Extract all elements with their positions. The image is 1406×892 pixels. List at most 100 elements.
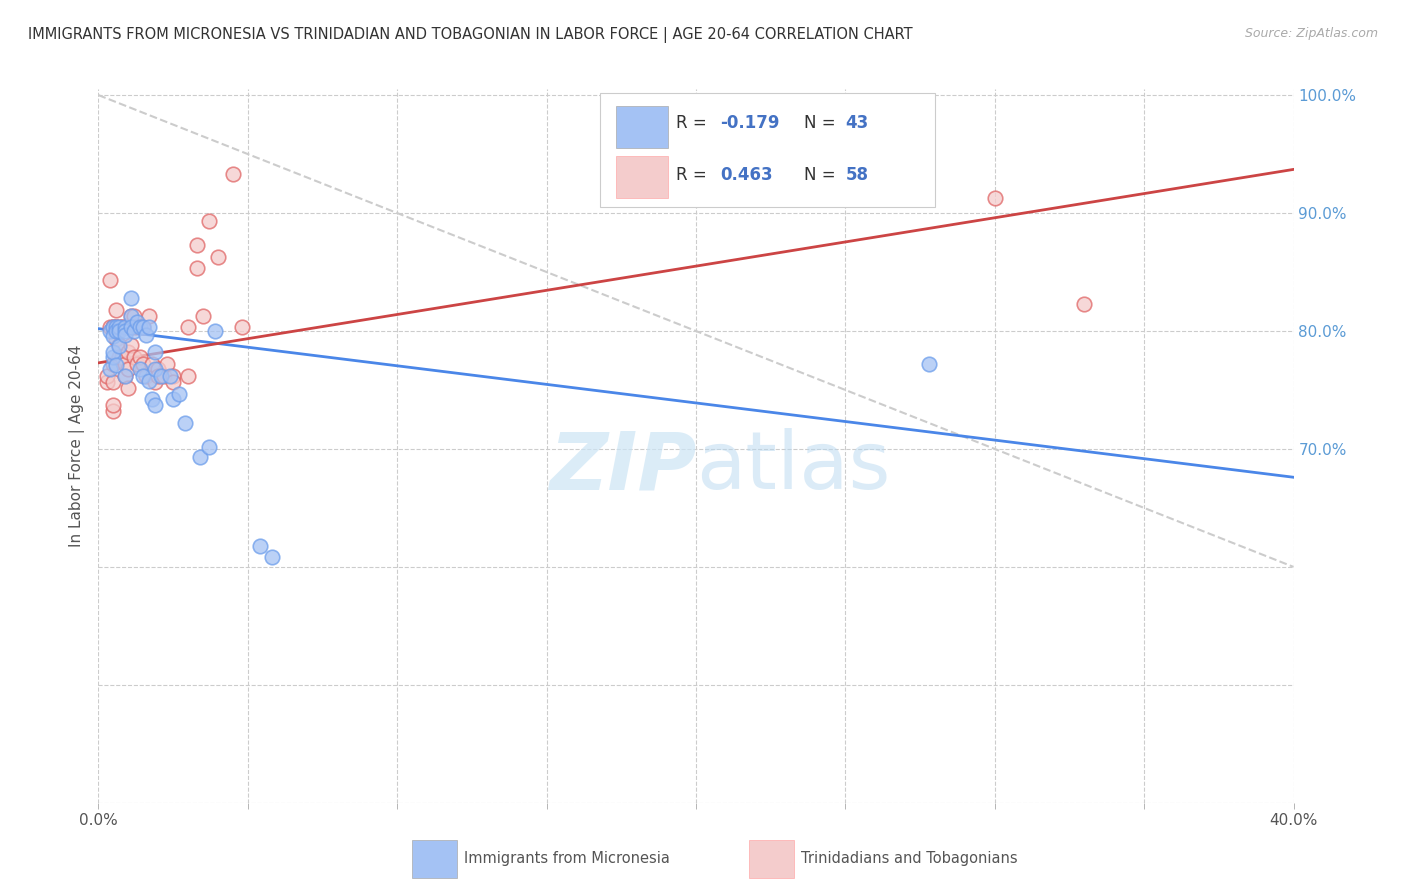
Point xyxy=(120,320,142,334)
Point xyxy=(108,339,131,353)
Point xyxy=(249,539,271,553)
Text: IMMIGRANTS FROM MICRONESIA VS TRINIDADIAN AND TOBAGONIAN IN LABOR FORCE | AGE 20: IMMIGRANTS FROM MICRONESIA VS TRINIDADIA… xyxy=(28,27,912,43)
Point xyxy=(260,550,283,565)
Point xyxy=(103,328,125,343)
Text: 0.463: 0.463 xyxy=(720,166,772,184)
Point xyxy=(100,324,122,338)
Point xyxy=(141,357,163,371)
Point xyxy=(127,357,149,371)
Point xyxy=(117,361,139,376)
Point xyxy=(162,368,184,383)
Point xyxy=(167,386,190,401)
Text: ZIP: ZIP xyxy=(548,428,696,507)
Point xyxy=(111,320,134,334)
Text: Immigrants from Micronesia: Immigrants from Micronesia xyxy=(464,852,669,866)
Point xyxy=(103,398,125,412)
Point xyxy=(143,375,166,389)
Text: Trinidadians and Tobagonians: Trinidadians and Tobagonians xyxy=(801,852,1018,866)
Point xyxy=(114,320,136,334)
Point xyxy=(100,361,122,376)
Point xyxy=(132,320,155,334)
Text: R =: R = xyxy=(676,114,711,132)
Point xyxy=(222,167,245,181)
Point xyxy=(191,309,214,323)
Text: N =: N = xyxy=(804,114,841,132)
Point xyxy=(207,250,229,264)
Point xyxy=(105,358,128,372)
Point xyxy=(120,309,142,323)
Point xyxy=(186,238,208,252)
FancyBboxPatch shape xyxy=(616,155,668,198)
Point xyxy=(105,324,128,338)
Point xyxy=(153,368,176,383)
Point xyxy=(103,320,125,334)
Point xyxy=(108,320,131,334)
Point xyxy=(138,374,160,388)
Text: R =: R = xyxy=(676,166,711,184)
Point xyxy=(96,368,118,383)
Point xyxy=(177,368,200,383)
Point xyxy=(105,320,128,334)
Point xyxy=(188,450,211,465)
Point xyxy=(162,392,184,407)
Point xyxy=(117,320,139,334)
Point xyxy=(105,332,128,346)
Point xyxy=(124,320,146,334)
Point xyxy=(198,214,221,228)
Point xyxy=(150,368,173,383)
Point xyxy=(120,309,142,323)
Point xyxy=(120,291,142,305)
Point xyxy=(114,357,136,371)
Point xyxy=(174,416,197,430)
Point xyxy=(124,309,146,323)
Point xyxy=(129,361,152,376)
Point xyxy=(129,350,152,364)
Point xyxy=(143,345,166,359)
Point xyxy=(103,350,125,364)
Point xyxy=(114,324,136,338)
Text: Source: ZipAtlas.com: Source: ZipAtlas.com xyxy=(1244,27,1378,40)
Point xyxy=(162,375,184,389)
Point xyxy=(132,357,155,371)
Point xyxy=(129,320,152,334)
Point xyxy=(120,338,142,352)
Point xyxy=(231,320,253,334)
Point xyxy=(141,392,163,407)
Text: N =: N = xyxy=(804,166,841,184)
Point xyxy=(198,440,221,454)
Point xyxy=(117,381,139,395)
Point xyxy=(114,368,136,383)
Point xyxy=(103,357,125,371)
Point xyxy=(96,375,118,389)
Point xyxy=(124,324,146,338)
Point xyxy=(100,320,122,334)
Point xyxy=(143,361,166,376)
Point xyxy=(103,375,125,389)
Point xyxy=(124,350,146,364)
Point xyxy=(177,320,200,334)
Point xyxy=(148,368,170,383)
Y-axis label: In Labor Force | Age 20-64: In Labor Force | Age 20-64 xyxy=(69,345,86,547)
Point xyxy=(148,361,170,376)
Point xyxy=(135,327,157,342)
Point xyxy=(103,320,125,334)
Point xyxy=(105,320,128,334)
Text: 43: 43 xyxy=(845,114,869,132)
Point xyxy=(103,404,125,418)
Point xyxy=(111,350,134,364)
Point xyxy=(1073,297,1095,311)
Point xyxy=(204,324,226,338)
Point xyxy=(132,368,155,383)
Point xyxy=(103,320,125,334)
Point xyxy=(132,320,155,334)
Text: -0.179: -0.179 xyxy=(720,114,779,132)
Point xyxy=(108,324,131,338)
Point xyxy=(984,191,1007,205)
Point xyxy=(105,320,128,334)
Point xyxy=(105,302,128,317)
Text: atlas: atlas xyxy=(696,428,890,507)
Point xyxy=(108,338,131,352)
Point xyxy=(114,368,136,383)
Point xyxy=(103,345,125,359)
Point xyxy=(138,309,160,323)
